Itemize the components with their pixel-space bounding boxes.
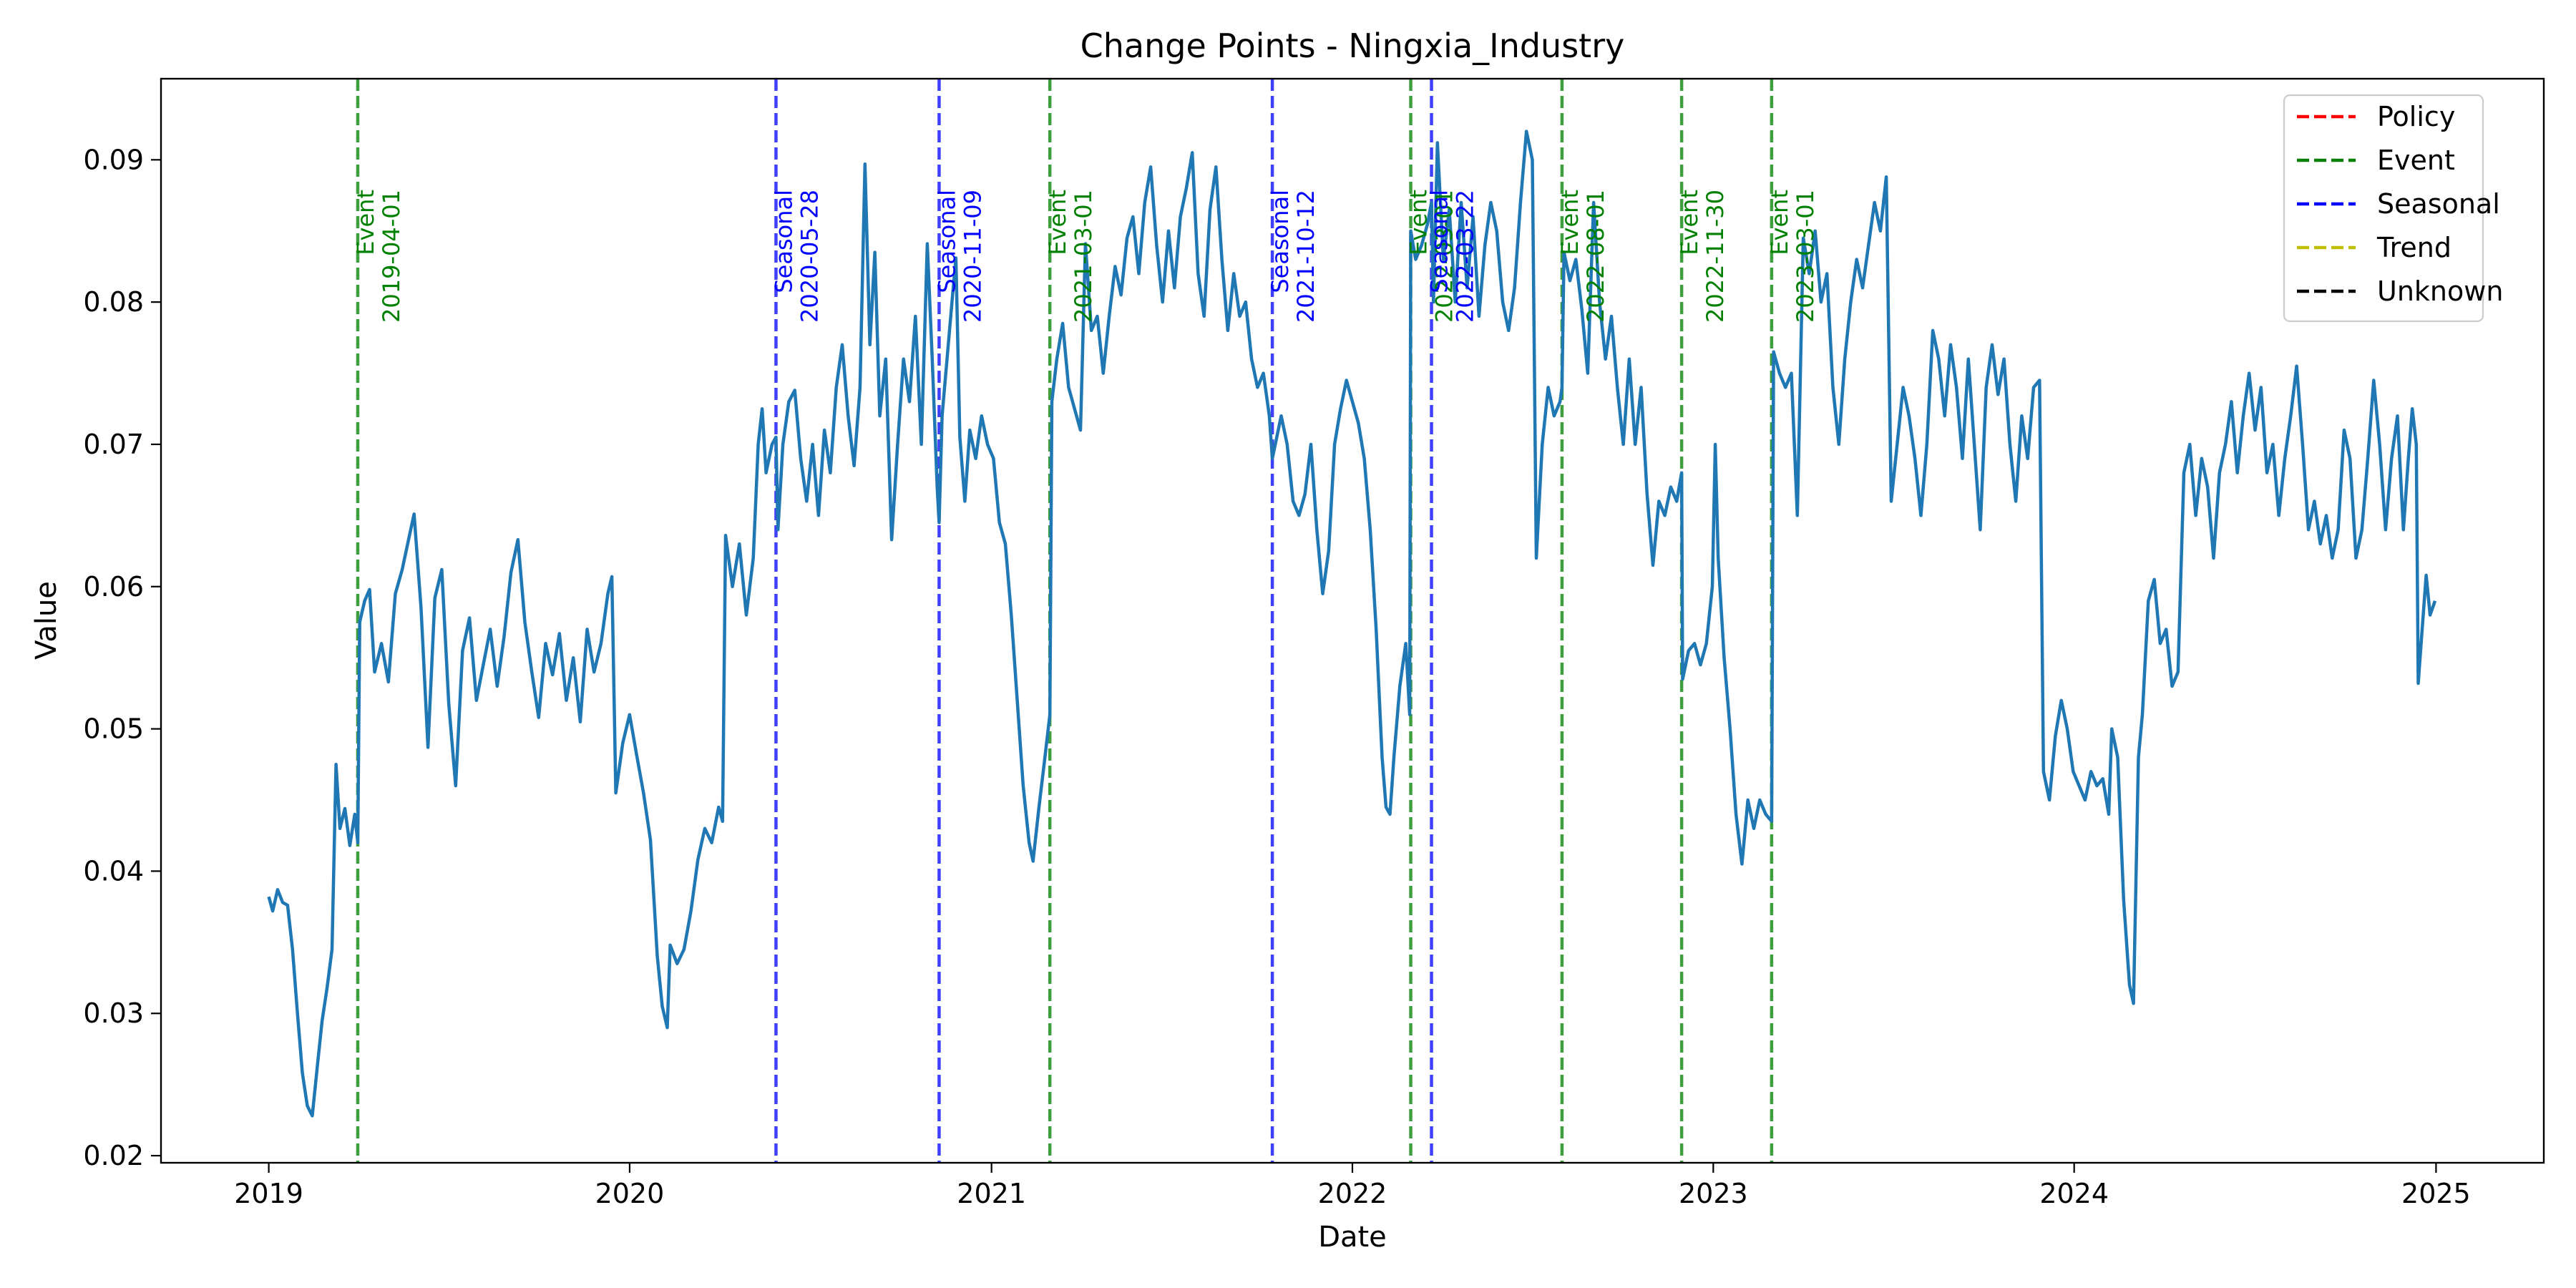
- y-tick-label: 0.08: [83, 286, 144, 318]
- change-point-type-label: Seasonal: [1267, 190, 1294, 293]
- change-point-type-label: Seasonal: [933, 190, 960, 293]
- series-line: [267, 130, 2437, 1118]
- legend-entry-label: Trend: [2376, 232, 2451, 263]
- x-tick-label: 2021: [957, 1178, 1026, 1209]
- y-tick-label: 0.04: [83, 855, 144, 887]
- y-tick-label: 0.02: [83, 1140, 144, 1171]
- legend-entry-label: Event: [2377, 145, 2455, 176]
- series-layer: [267, 130, 2437, 1118]
- change-point-type-label: Event: [1044, 190, 1071, 255]
- x-tick-label: 2025: [2401, 1178, 2471, 1209]
- change-point-type-label: Seasonal: [770, 190, 797, 293]
- x-tick-label: 2023: [1679, 1178, 1748, 1209]
- change-point-date-label: 2022-11-30: [1702, 190, 1729, 323]
- x-axis-label: Date: [1318, 1221, 1387, 1254]
- y-tick-label: 0.06: [83, 571, 144, 602]
- change-point-date-label: 2020-11-09: [959, 190, 986, 323]
- x-tick-label: 2020: [595, 1178, 665, 1209]
- change-point-date-label: 2022-03-01: [1431, 190, 1458, 323]
- y-tick-label: 0.03: [83, 997, 144, 1029]
- x-axis: 2019 2020 2021 2022 2023 2024 2025: [234, 1163, 2471, 1209]
- x-tick-label: 2022: [1318, 1178, 1387, 1209]
- change-point-date-label: 2021-10-12: [1292, 190, 1319, 323]
- legend-box: [2283, 94, 2484, 323]
- legend-entry-label: Seasonal: [2377, 188, 2500, 220]
- change-point-date-label: 2022-08-01: [1582, 190, 1609, 323]
- change-point-date-label: 2022-03-22: [1452, 190, 1479, 323]
- chart-title: Change Points - Ningxia_Industry: [1080, 26, 1625, 65]
- change-point-type-label: Seasonal: [1426, 190, 1453, 293]
- change-point-type-label: Event: [1405, 190, 1433, 255]
- y-tick-label: 0.07: [83, 429, 144, 460]
- change-point-type-label: Event: [1766, 190, 1793, 255]
- legend-entry-label: Policy: [2377, 101, 2455, 132]
- legend-entry-label: Unknown: [2377, 275, 2503, 307]
- change-point-date-label: 2021-03-01: [1070, 190, 1097, 323]
- y-axis-label: Value: [30, 581, 63, 660]
- y-tick-label: 0.09: [83, 144, 144, 175]
- y-axis: 0.02 0.03 0.04 0.05 0.06 0.07 0.08 0.09: [83, 144, 161, 1171]
- change-point-date-label: 2020-05-28: [796, 190, 823, 323]
- legend: Policy Event Seasonal Trend Unknown: [2283, 94, 2503, 323]
- change-point-date-label: 2023-03-01: [1792, 190, 1819, 323]
- x-tick-label: 2024: [2039, 1178, 2109, 1209]
- change-point-date-label: 2019-04-01: [378, 190, 405, 323]
- change-point-type-label: Event: [1556, 190, 1584, 255]
- y-tick-label: 0.05: [83, 713, 144, 745]
- x-tick-label: 2019: [234, 1178, 303, 1209]
- change-point-type-label: Event: [352, 190, 379, 255]
- change-point-type-label: Event: [1676, 190, 1703, 255]
